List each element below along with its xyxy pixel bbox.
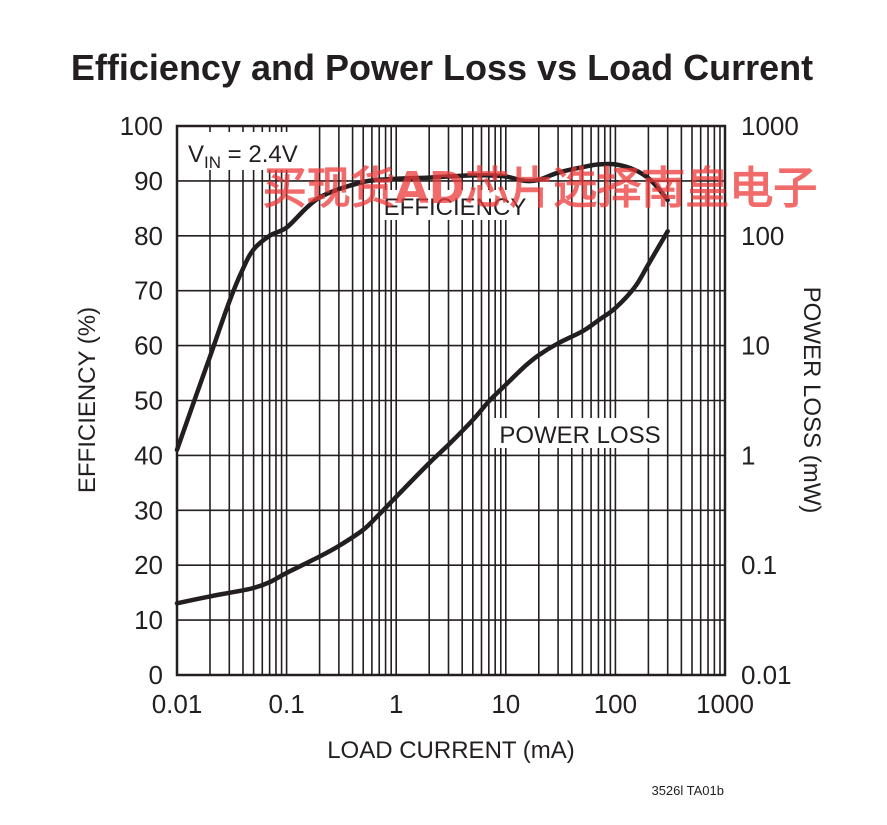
x-tick-label: 100 [594,689,637,719]
figure-code: 3526l TA01b [651,783,724,798]
y-tick-label: 10 [134,605,163,635]
y2-tick-label: 100 [741,221,784,251]
chart-title: Efficiency and Power Loss vs Load Curren… [71,47,813,88]
efficiency-series-label: EFFICIENCY [384,194,527,221]
y2-tick-label: 0.01 [741,660,792,690]
y-tick-label: 60 [134,331,163,361]
y-tick-label: 40 [134,440,163,470]
right-axis-ticks: 0.01 0.1 1 10 100 1000 [741,111,799,690]
x-tick-label: 10 [491,689,520,719]
x-tick-label: 0.01 [152,689,203,719]
y-tick-label: 100 [120,111,163,141]
vin-annotation-bg [183,132,315,170]
y-tick-label: 30 [134,495,163,525]
x-tick-label: 1000 [696,689,754,719]
efficiency-label: EFFICIENCY [384,190,527,221]
y2-tick-label: 0.1 [741,550,777,580]
plot-frame [175,124,727,677]
power-loss-label: POWER LOSS [494,418,666,449]
y-axis-label: EFFICIENCY (%) [74,307,101,493]
x-tick-label: 1 [389,689,403,719]
grid-lines [177,126,725,675]
y-tick-label: 20 [134,550,163,580]
left-axis-ticks: 0 10 20 30 40 50 60 70 80 90 100 [120,111,163,690]
efficiency-label-bg [384,190,526,220]
x-tick-label: 0.1 [269,689,305,719]
efficiency-curve [174,161,670,453]
watermark-text: 买现货AD芯片选择南皇电子 [263,163,818,214]
y2-axis-label: POWER LOSS (mW) [798,287,825,514]
y-tick-label: 0 [149,660,163,690]
x-axis-label: LOAD CURRENT (mA) [327,737,575,764]
x-axis-ticks: 0.01 0.1 1 10 100 1000 [152,689,754,719]
y-tick-label: 80 [134,221,163,251]
y2-tick-label: 1 [741,440,755,470]
y-tick-label: 90 [134,166,163,196]
power-loss-label-bg [494,418,666,448]
y-tick-label: 70 [134,276,163,306]
vin-annotation-text: VIN = 2.4V [188,141,298,172]
y2-tick-label: 1000 [741,111,799,141]
power-loss-curve [174,229,670,606]
y-tick-label: 50 [134,386,163,416]
series-lines [174,161,670,606]
y2-tick-label: 10 [741,331,770,361]
power-loss-series-label: POWER LOSS [499,422,660,449]
vin-annotation: VIN = 2.4V [183,132,315,172]
